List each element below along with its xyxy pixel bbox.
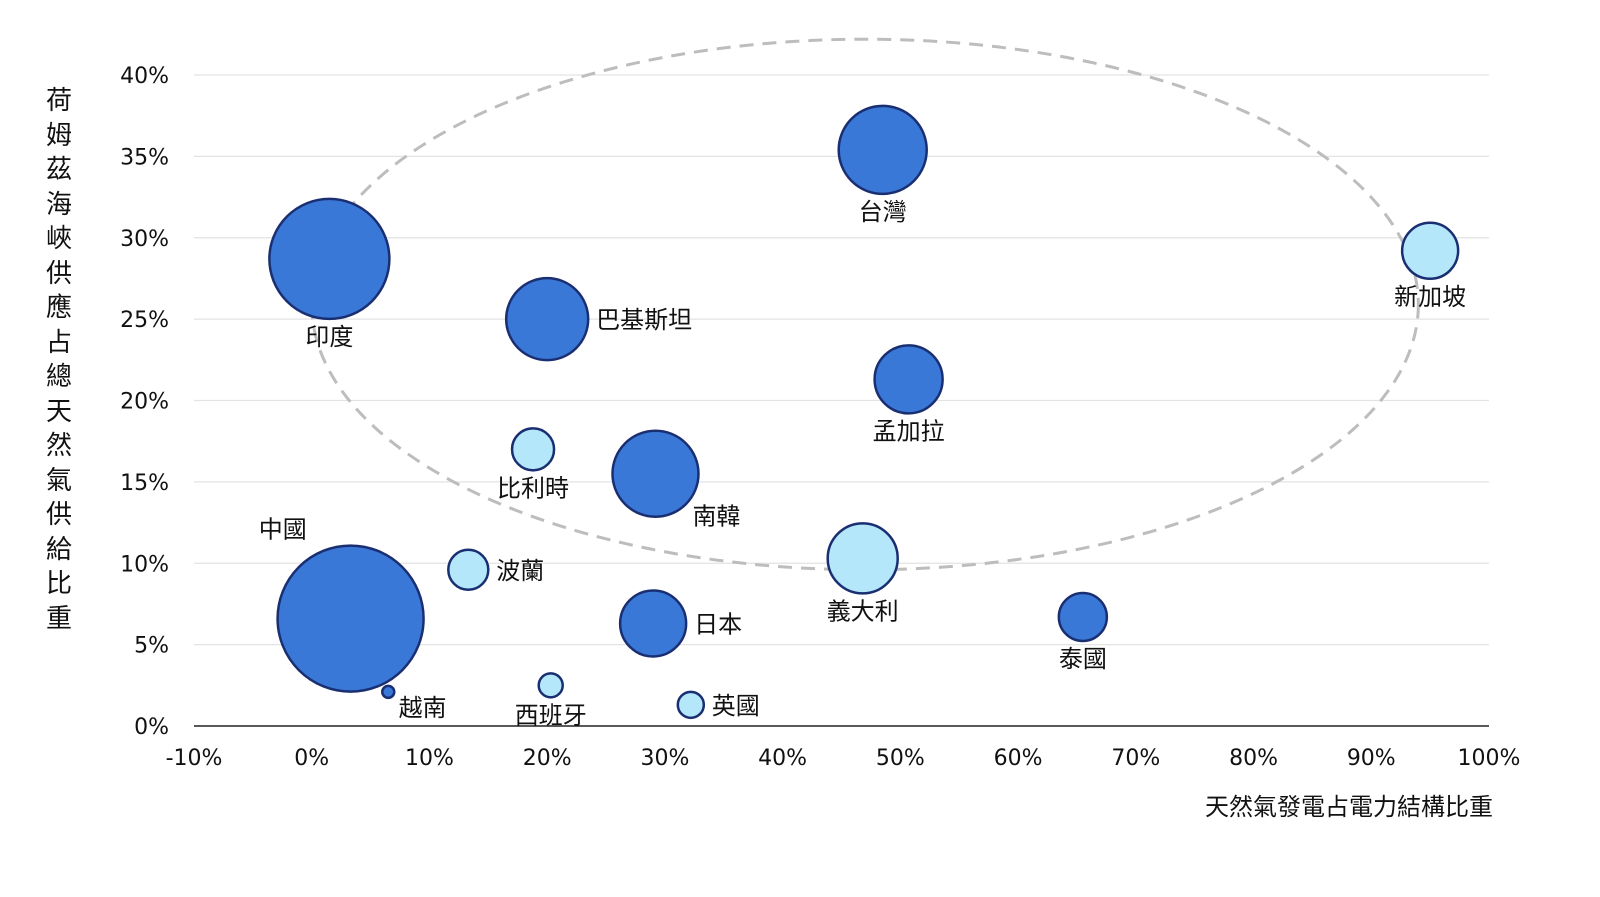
bubble <box>447 548 490 592</box>
bubble <box>276 544 425 693</box>
bubble <box>873 344 944 415</box>
bubble-label: 南韓 <box>692 503 740 531</box>
bubble-label: 孟加拉 <box>873 417 945 445</box>
x-axis-ticks: -10% 0% 10% 20% 30% 40% 50% 60% 70% 80% 90% 100% <box>166 746 1521 771</box>
y-tick-label: 30% <box>120 227 169 252</box>
bubble <box>676 690 706 720</box>
x-tick-label: 0% <box>294 746 329 771</box>
bubble-label: 越南 <box>399 694 447 722</box>
bubble <box>618 589 688 658</box>
bubble <box>510 427 556 472</box>
bubble <box>537 672 564 699</box>
bubble-label: 巴基斯坦 <box>596 306 692 334</box>
x-tick-label: 100% <box>1458 746 1521 771</box>
y-tick-label: 35% <box>120 145 169 170</box>
bubble-label: 新加坡 <box>1394 283 1466 311</box>
bubbles <box>268 104 1460 720</box>
y-tick-label: 20% <box>120 390 169 415</box>
bubble <box>611 429 700 518</box>
bubble-label: 台灣 <box>859 198 907 226</box>
bubble <box>1057 591 1109 643</box>
bubble-label: 泰國 <box>1059 645 1107 673</box>
highlight-ellipse <box>310 37 1420 572</box>
x-tick-label: 80% <box>1229 746 1278 771</box>
bubble-label: 英國 <box>712 692 760 720</box>
y-tick-label: 5% <box>134 634 169 659</box>
bubble <box>381 684 396 700</box>
y-tick-label: 10% <box>120 552 169 577</box>
bubble-label: 日本 <box>694 610 742 638</box>
x-tick-label: 30% <box>640 746 689 771</box>
x-tick-label: 70% <box>1111 746 1160 771</box>
x-tick-label: 60% <box>994 746 1043 771</box>
bubble <box>1400 221 1460 281</box>
y-tick-label: 15% <box>120 471 169 496</box>
bubble-label: 印度 <box>305 323 353 351</box>
bubble-label: 比利時 <box>497 474 569 502</box>
bubble <box>268 197 391 321</box>
x-tick-label: 10% <box>405 746 454 771</box>
x-tick-label: 20% <box>523 746 572 771</box>
y-axis-title: 荷姆茲海峽供應占總天然氣供給比重 <box>45 86 72 634</box>
bubble <box>826 522 899 595</box>
x-tick-label: 40% <box>758 746 807 771</box>
bubble-label: 義大利 <box>827 597 899 625</box>
bubble <box>504 276 590 362</box>
bubble-label: 西班牙 <box>515 701 587 729</box>
x-tick-label: 50% <box>876 746 925 771</box>
bubble-label: 中國 <box>259 516 307 544</box>
bubble-label: 波蘭 <box>496 557 544 585</box>
x-axis-title: 天然氣發電占電力結構比重 <box>1205 793 1493 821</box>
bubble <box>837 104 928 196</box>
y-tick-label: 0% <box>134 715 169 740</box>
highlight-ellipse-layer <box>310 37 1420 572</box>
y-tick-label: 40% <box>120 64 169 89</box>
y-axis-ticks: 0% 5% 10% 15% 20% 25% 30% 35% 40% <box>120 64 169 740</box>
y-tick-label: 25% <box>120 308 169 333</box>
x-tick-label: 90% <box>1347 746 1396 771</box>
x-tick-label: -10% <box>166 746 223 771</box>
